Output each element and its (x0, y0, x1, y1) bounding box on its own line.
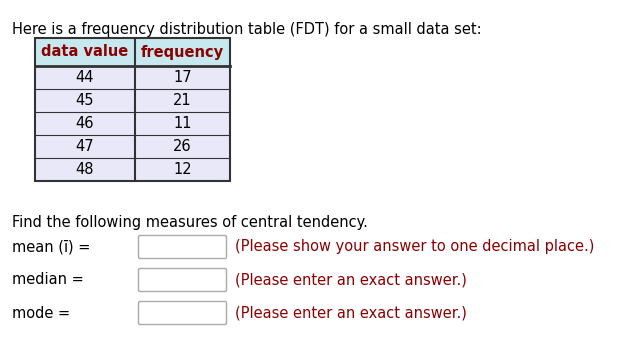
Bar (35, 112, 230, 135)
Bar (35, 135, 230, 158)
Bar (35, 38, 230, 66)
Text: 47: 47 (76, 139, 95, 154)
Text: (Please enter an exact answer.): (Please enter an exact answer.) (235, 273, 467, 288)
Bar (35, 38, 230, 181)
Text: (Please show your answer to one decimal place.): (Please show your answer to one decimal … (235, 239, 594, 255)
Text: 48: 48 (76, 162, 95, 177)
Text: 21: 21 (173, 93, 192, 108)
Text: mode =: mode = (12, 306, 70, 320)
Bar (35, 89, 230, 112)
Bar (35, 66, 230, 89)
Text: 12: 12 (173, 162, 192, 177)
Text: frequency: frequency (141, 45, 224, 60)
Text: Find the following measures of central tendency.: Find the following measures of central t… (12, 215, 368, 230)
Text: 26: 26 (173, 139, 192, 154)
Text: median =: median = (12, 273, 84, 288)
FancyBboxPatch shape (138, 301, 226, 325)
Text: (Please enter an exact answer.): (Please enter an exact answer.) (235, 306, 467, 320)
Text: data value: data value (41, 45, 129, 60)
Bar (35, 158, 230, 181)
Text: 46: 46 (76, 116, 95, 131)
Text: Here is a frequency distribution table (FDT) for a small data set:: Here is a frequency distribution table (… (12, 22, 482, 37)
Text: 11: 11 (173, 116, 192, 131)
Text: mean (ī) =: mean (ī) = (12, 239, 91, 255)
FancyBboxPatch shape (138, 236, 226, 258)
Text: 44: 44 (76, 70, 95, 85)
Text: 45: 45 (76, 93, 95, 108)
Text: 17: 17 (173, 70, 192, 85)
FancyBboxPatch shape (138, 268, 226, 291)
